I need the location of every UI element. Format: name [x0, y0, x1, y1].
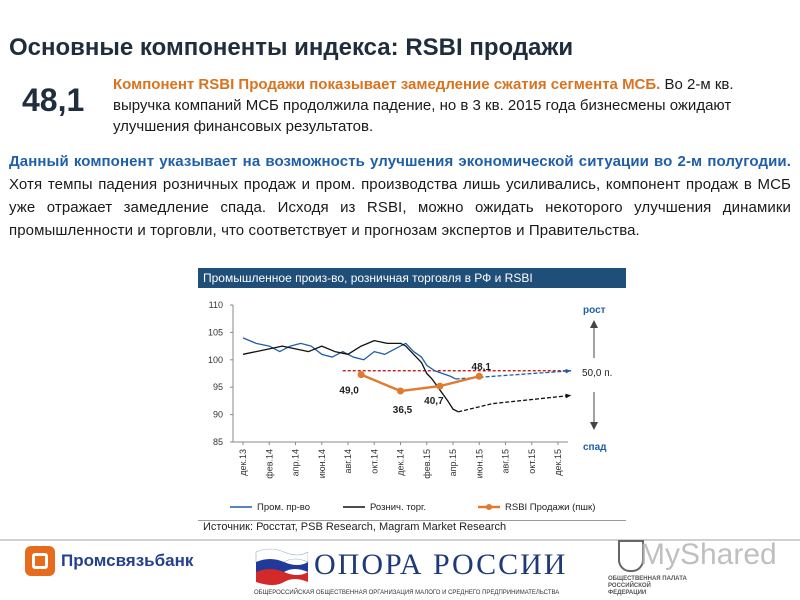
- y-tick-labels: 110 105 100 95 90 85: [208, 300, 233, 447]
- psb-logo: Промсвязьбанк: [25, 546, 193, 576]
- x-tick-label: окт.14: [369, 449, 379, 474]
- x-tick-label: апр.14: [291, 449, 301, 476]
- rsbi-point-label: 36,5: [393, 405, 413, 416]
- chamber-emblem-icon: [618, 540, 644, 572]
- x-tick-label: дек.13: [238, 449, 248, 476]
- series-line: [360, 373, 480, 393]
- down-arrow-head: [590, 422, 598, 430]
- rsbi-point: [436, 382, 444, 390]
- x-tick-label: июн.14: [317, 449, 327, 478]
- x-tick-label: фев.14: [264, 449, 274, 479]
- legend: Пром. пр-во Рознич. торг. RSBI Продажи (пш…: [230, 502, 595, 513]
- body-paragraph: Данный компонент указывает на возможност…: [9, 150, 791, 242]
- slide-title: Основные компоненты индекса: RSBI продаж…: [9, 34, 574, 61]
- rsbi-point: [357, 371, 365, 379]
- x-tick-label: дек.14: [396, 449, 406, 476]
- para-body: Хотя темпы падения розничных продаж и пр…: [9, 176, 791, 239]
- psb-mark-icon: [25, 546, 55, 576]
- chart-svg: 110 105 100 95 90 85 дек.13 фев.14 апр.14 июн.14…: [208, 300, 612, 513]
- rsbi-point-label: 48,1: [472, 362, 492, 373]
- x-tick-label: дек.15: [553, 449, 563, 476]
- x-tick-label: авг.14: [343, 449, 353, 473]
- legend-label: Рознич. торг.: [370, 502, 426, 513]
- rsbi-point: [397, 387, 404, 395]
- y-tick-label: 90: [213, 410, 223, 420]
- opora-name: ОПОРА РОССИИ: [314, 548, 568, 581]
- annotations: рост спад: [583, 305, 607, 453]
- x-tick-labels: дек.13 фев.14 апр.14 июн.14 авг.14 окт.14 дек.…: [238, 442, 563, 479]
- x-tick-label: июн.15: [474, 449, 484, 478]
- y-tick-label: 85: [213, 437, 223, 447]
- chamber-logo: ОБЩЕСТВЕННАЯ ПАЛАТА РОССИЙСКОЙ ФЕДЕРАЦИИ: [608, 540, 688, 598]
- y-tick-label: 105: [208, 327, 223, 337]
- up-arrow-head: [590, 320, 598, 328]
- chamber-caption: ОБЩЕСТВЕННАЯ ПАЛАТА РОССИЙСКОЙ ФЕДЕРАЦИИ: [608, 576, 687, 596]
- series-lines: [242, 337, 480, 413]
- threshold: 50,0 п.: [342, 368, 612, 379]
- threshold-label: 50,0 п.: [582, 368, 612, 379]
- forecast-arrowhead: [565, 393, 572, 399]
- decline-label: спад: [583, 442, 607, 453]
- psb-name: Промсвязьбанк: [61, 551, 194, 570]
- lead-text: Компонент RSBI Продажи показывает замедл…: [113, 74, 793, 137]
- series-line: [242, 339, 459, 413]
- legend-marker: [486, 504, 492, 510]
- y-tick-label: 110: [209, 300, 223, 310]
- lead-body: Во 2-м кв. выручка компаний МСБ продолжи…: [113, 76, 734, 135]
- footer-divider: [0, 539, 800, 541]
- forecast-line: [458, 394, 572, 413]
- legend-label: RSBI Продажи (пшк): [505, 502, 595, 513]
- index-value: 48,1: [22, 82, 85, 118]
- watermark: MyShared: [640, 538, 777, 571]
- russian-flag-icon: [255, 548, 308, 585]
- opora-subtitle: ОБЩЕРОССИЙСКАЯ ОБЩЕСТВЕННАЯ ОРГАНИЗАЦИЯ …: [254, 590, 560, 596]
- legend-label: Пром. пр-во: [257, 502, 310, 513]
- rsbi-point-label: 40,7: [424, 396, 444, 407]
- rsbi-points: 49,0 36,5 40,7 48,1: [339, 362, 491, 416]
- x-tick-label: фев.15: [422, 449, 432, 479]
- grid-lines: [232, 305, 568, 443]
- para-highlight: Данный компонент указывает на возможност…: [9, 153, 791, 170]
- chart-source: Источник: Росстат, PSB Research, Magram …: [203, 521, 507, 533]
- forecast-lines: [455, 368, 572, 413]
- forecast-arrowhead: [565, 368, 572, 374]
- x-tick-label: апр.15: [448, 449, 458, 476]
- y-tick-label: 95: [213, 382, 223, 392]
- y-tick-label: 100: [208, 355, 223, 365]
- chart-frame: [198, 288, 626, 521]
- x-tick-label: окт.15: [527, 449, 537, 474]
- growth-label: рост: [583, 305, 606, 316]
- lead-highlight: Компонент RSBI Продажи показывает замедл…: [113, 76, 661, 93]
- x-tick-label: авг.15: [501, 449, 511, 473]
- chart-header: Промышленное произ-во, розничная торговл…: [198, 268, 626, 288]
- rsbi-point: [475, 372, 483, 380]
- series-line: [242, 337, 456, 380]
- rsbi-point-label: 49,0: [339, 386, 359, 397]
